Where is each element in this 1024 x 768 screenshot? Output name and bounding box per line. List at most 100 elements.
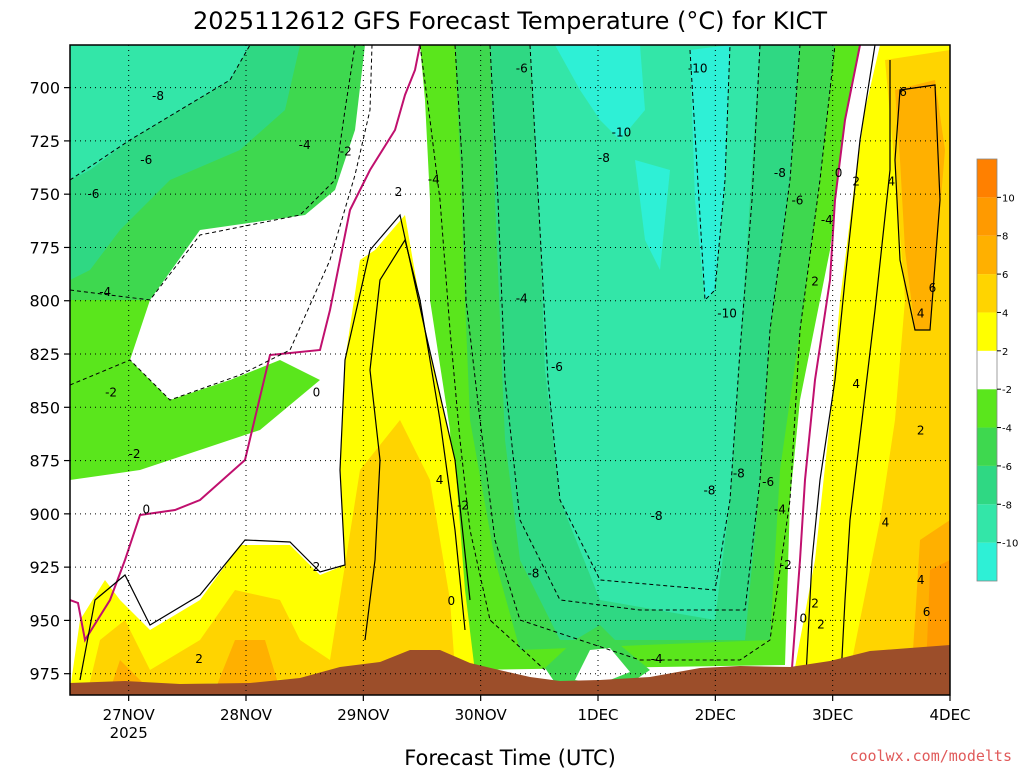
y-tick-label: 800 [29,292,60,311]
zero-isotherm-right [789,45,861,695]
contour-label: -8 [733,466,745,480]
colorbar-swatch [977,350,997,390]
x-tick-label: 27NOV [103,706,156,724]
x-tick-label: 30NOV [455,706,508,724]
contour-label: -10 [688,61,708,75]
contour-value: 6 [899,85,907,99]
contour-label: -10 [717,307,737,321]
contour-value: 2 [917,424,925,438]
x-tick-label: 29NOV [337,706,390,724]
contour-value: -4 [821,213,833,227]
dashed-neg10-mid [689,45,731,302]
colorbar-label: 4 [1002,308,1008,319]
contour-value: 4 [852,377,860,391]
contour-label: 2 [811,596,819,610]
colorbar-label: -2 [1002,385,1012,396]
region-pre-frontal-cold [70,300,320,480]
contour-label: 2 [811,275,819,289]
contour-value: -10 [612,125,632,139]
y-tick-label: 950 [29,611,60,630]
y-tick-label: 975 [29,665,60,684]
dashed-neg2 [70,45,373,401]
contour-label: -2 [129,447,141,461]
contour-value: 6 [929,281,937,295]
contour-value: 4 [917,307,925,321]
contour-label: 0 [313,385,321,399]
contour-value: 2 [195,652,203,666]
colorbar-label: 2 [1002,347,1008,358]
contour-value: -6 [762,475,774,489]
colorbar-label: -10 [1002,539,1018,550]
contour-label: -2 [457,498,469,512]
colorbar-swatch [977,235,997,275]
contour-value: -4 [774,503,786,517]
contour-value: -6 [516,61,528,75]
contour-value: -8 [152,89,164,103]
contour-label: 0 [448,594,456,608]
colorbar-label: -6 [1002,462,1012,473]
contour-value: -10 [688,61,708,75]
contour-value: -8 [598,151,610,165]
y-tick-label: 825 [29,345,60,364]
contour-value: -6 [791,194,803,208]
contour-label: -2 [780,558,792,572]
contour-label: -8 [651,509,663,523]
contour-value: 2 [817,618,825,632]
contour-value: -2 [457,498,469,512]
contour-value: -8 [733,466,745,480]
colorbar-swatch [977,274,997,313]
contour-label: -10 [612,125,632,139]
x-axis-label: Forecast Time (UTC) [404,746,616,768]
contour-label: 4 [882,515,890,529]
plot-frame [69,44,951,696]
colorbar-swatch [977,465,997,505]
contour-value: -2 [780,558,792,572]
contour-label: 4 [888,174,896,188]
contour-label: 4 [917,573,925,587]
contour-value: 2 [811,275,819,289]
y-tick-label: 725 [29,132,60,151]
colorbar-swatch [977,542,997,581]
contour-label: 6 [899,85,907,99]
contour-value: -6 [140,153,152,167]
contour-label: -4 [299,138,311,152]
contour-value: 0 [313,385,321,399]
colorbar-frame [976,158,998,582]
contour-label: 6 [923,605,931,619]
contour-label: -2 [340,145,352,159]
contour-label: -4 [99,285,111,299]
contour-value: 4 [917,573,925,587]
contour-value: -8 [651,509,663,523]
contour-value: -6 [87,187,99,201]
contour-value: -2 [105,385,117,399]
x-tick-label: 4DEC [929,706,970,724]
contour-value: 4 [882,515,890,529]
x-tick-label: 3DEC [812,706,853,724]
contour-label: 0 [142,503,150,517]
y-tick-label: 875 [29,452,60,471]
contour-value: -4 [516,292,528,306]
contour-label: -8 [598,151,610,165]
x-tick-label: 2DEC [695,706,736,724]
y-axis: 700 725 750 775 800 825 850 875 900 925 950 975 [29,79,70,684]
contour-4-right [839,60,891,695]
contour-value: -8 [703,483,715,497]
colorbar-swatch [977,427,997,466]
contour-label: -8 [774,166,786,180]
colorbar-label: 6 [1002,270,1008,281]
colorbar-label: -8 [1002,500,1012,511]
contour-value: 2 [811,596,819,610]
colorbar-label: 8 [1002,232,1008,243]
contour-label: -6 [516,61,528,75]
contour-value: 4 [436,473,444,487]
contour-label: -6 [87,187,99,201]
dashed-neg6-mid [489,45,801,611]
y-tick-label: 900 [29,505,60,524]
contour-label: 2 [917,424,925,438]
x-tick-sublabel: 2025 [110,724,148,742]
y-tick-label: 925 [29,558,60,577]
contour-label: 2 [195,652,203,666]
contour-label: -4 [516,292,528,306]
